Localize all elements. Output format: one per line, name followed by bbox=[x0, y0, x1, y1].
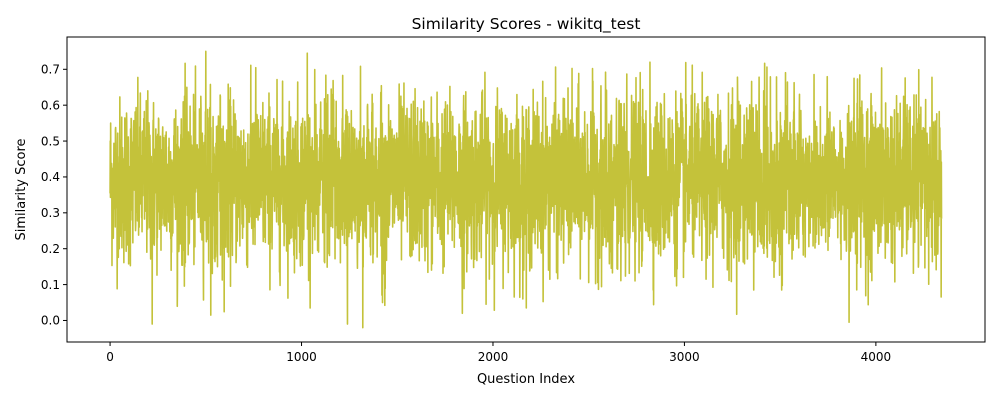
y-tick-label: 0.4 bbox=[41, 170, 60, 184]
plot-frame bbox=[66, 36, 986, 343]
chart-title: Similarity Scores - wikitq_test bbox=[412, 15, 641, 34]
x-tick-label: 0 bbox=[106, 350, 114, 364]
similarity-score-line bbox=[109, 50, 943, 329]
y-tick-label: 0.3 bbox=[41, 206, 60, 220]
plot-series-layer bbox=[109, 50, 943, 329]
y-tick-label: 0.6 bbox=[41, 98, 60, 112]
x-tick-label: 3000 bbox=[669, 350, 700, 364]
x-tick-label: 2000 bbox=[478, 350, 509, 364]
x-tick-label: 1000 bbox=[286, 350, 317, 364]
y-tick-label: 0.7 bbox=[41, 62, 60, 76]
y-tick-label: 0.2 bbox=[41, 242, 60, 256]
x-axis-label: Question Index bbox=[477, 372, 575, 387]
y-axis-label: Similarity Score bbox=[14, 138, 29, 240]
y-axis: 0.0 0.1 0.2 0.3 0.4 0.5 0.6 0.7 bbox=[41, 62, 67, 328]
x-axis: 0 1000 2000 3000 4000 bbox=[106, 342, 891, 364]
y-tick-label: 0.5 bbox=[41, 134, 60, 148]
y-tick-label: 0.0 bbox=[41, 314, 60, 328]
x-tick-label: 4000 bbox=[861, 350, 892, 364]
y-tick-label: 0.1 bbox=[41, 278, 60, 292]
